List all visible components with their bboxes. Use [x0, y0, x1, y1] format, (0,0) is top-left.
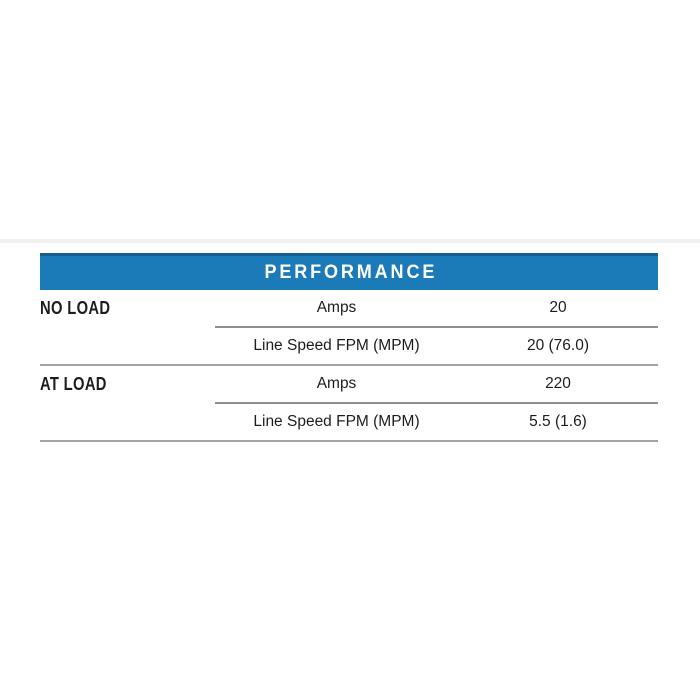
value-text: 5.5 (1.6) [529, 413, 587, 430]
performance-table: PERFORMANCE NO LOAD Amps 20 Line Speed F… [40, 253, 658, 442]
table-row-atload-linespeed: Line Speed FPM (MPM) 5.5 (1.6) [40, 404, 658, 440]
metric-cell: Line Speed FPM (MPM) [215, 413, 458, 431]
performance-header-bar: PERFORMANCE [40, 253, 658, 290]
value-cell: 20 [458, 299, 658, 317]
section-label-cell: NO LOAD [40, 298, 215, 319]
section-label-no-load: NO LOAD [40, 297, 111, 318]
value-cell: 220 [458, 375, 658, 393]
section-label-at-load: AT LOAD [40, 373, 107, 394]
value-text: 20 [549, 299, 567, 316]
row-divider-partial [215, 326, 658, 328]
value-cell: 20 (76.0) [458, 337, 658, 355]
metric-cell: Amps [215, 375, 458, 393]
table-row-noload-linespeed: Line Speed FPM (MPM) 20 (76.0) [40, 328, 658, 364]
faint-top-rule [0, 239, 700, 243]
metric-text: Line Speed FPM (MPM) [253, 337, 420, 354]
metric-text: Amps [316, 375, 357, 392]
value-cell: 5.5 (1.6) [458, 413, 658, 431]
metric-cell: Line Speed FPM (MPM) [215, 337, 458, 355]
table-row-noload-amps: NO LOAD Amps 20 [40, 290, 658, 326]
table-row-atload-amps: AT LOAD Amps 220 [40, 366, 658, 402]
metric-cell: Amps [215, 299, 458, 317]
section-label-cell: AT LOAD [40, 374, 215, 395]
section-divider-full [40, 364, 658, 366]
metric-text: Amps [316, 299, 357, 316]
table-bottom-rule [40, 440, 658, 442]
metric-text: Line Speed FPM (MPM) [253, 413, 420, 430]
row-divider-partial [215, 402, 658, 404]
performance-title: PERFORMANCE [264, 262, 437, 283]
value-text: 220 [545, 375, 571, 392]
value-text: 20 (76.0) [526, 337, 590, 354]
